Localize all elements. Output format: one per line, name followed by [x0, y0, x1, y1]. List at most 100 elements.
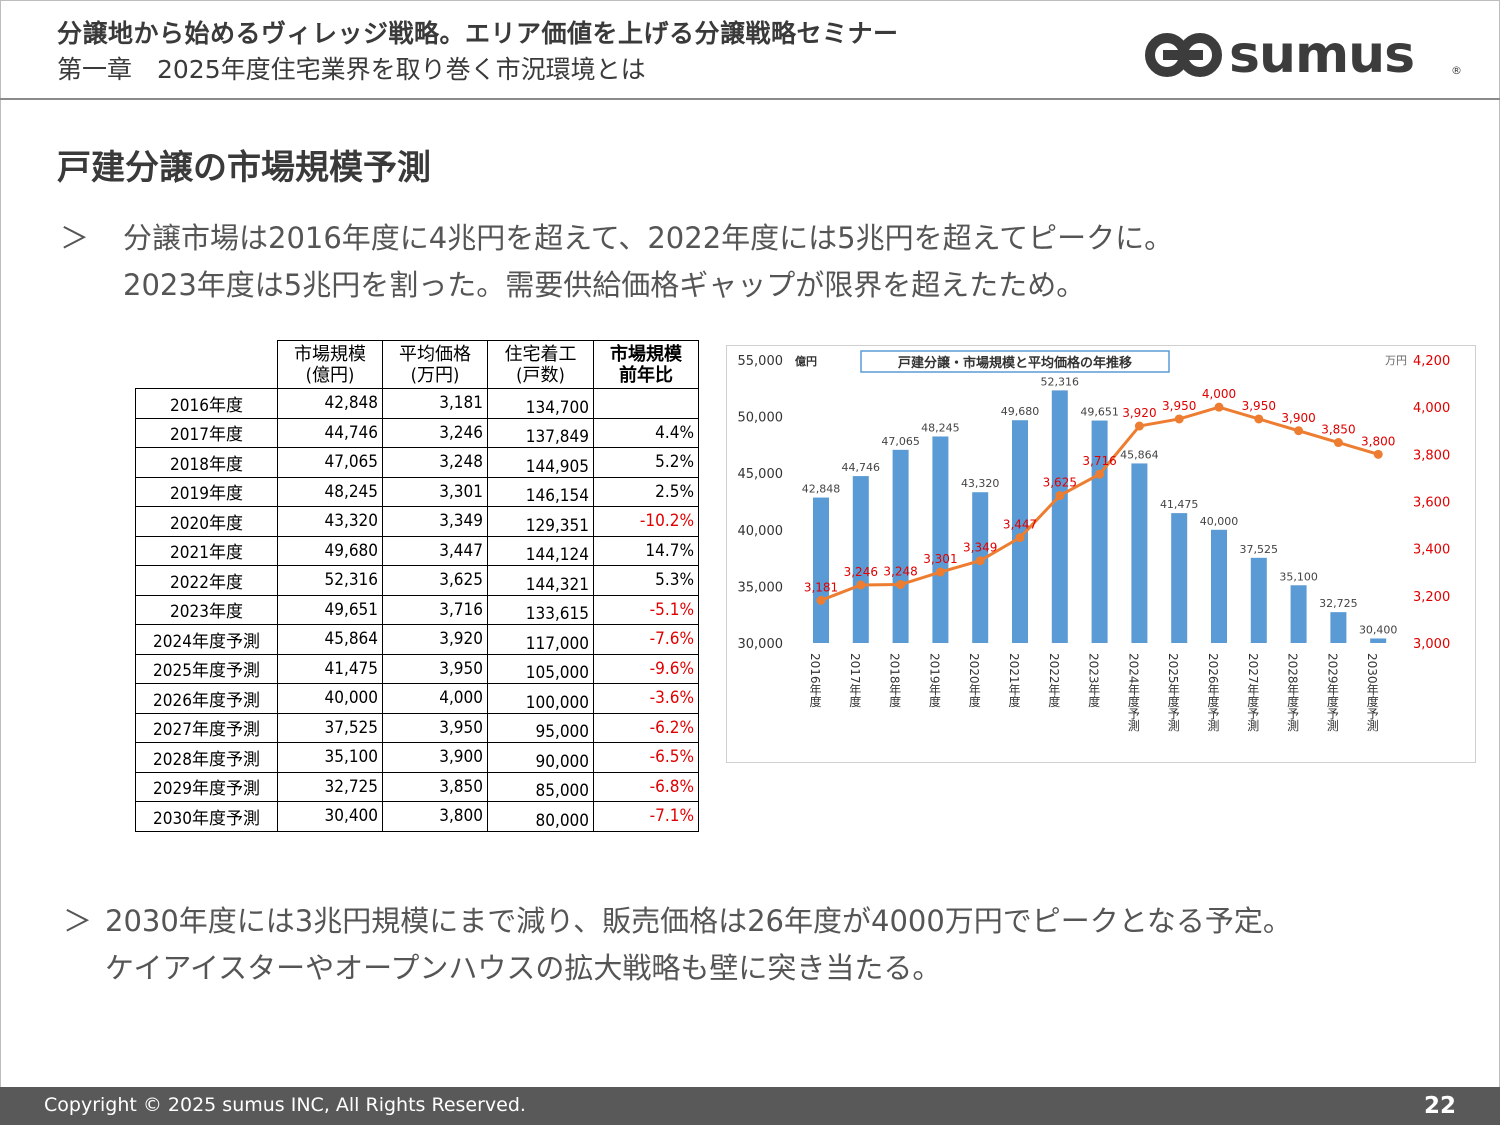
- row-avg-price: 3,246: [382, 417, 488, 448]
- y-right-tick: 4,000: [1413, 401, 1450, 416]
- row-yoy: -6.2%: [593, 712, 699, 743]
- row-avg-price: 3,900: [382, 742, 488, 773]
- row-housing-starts: 105,000: [487, 653, 594, 684]
- x-category-label: 2018年度: [888, 653, 902, 708]
- price-value-label: 3,950: [1242, 399, 1276, 413]
- y-right-tick: 4,200: [1413, 354, 1450, 369]
- x-category-label: 2027年度予測: [1246, 653, 1260, 732]
- y-left-tick: 30,000: [738, 637, 784, 652]
- x-category-label: 2021年度: [1007, 653, 1021, 708]
- row-avg-price: 3,349: [382, 506, 488, 537]
- row-housing-starts: 117,000: [487, 624, 594, 655]
- y-right-tick: 3,200: [1413, 590, 1450, 605]
- market-data-table: 市場規模 (億円) 平均価格 (万円) 住宅着工 (戸数) 市場規模 前年比 2…: [135, 340, 699, 832]
- row-yoy: -3.6%: [593, 683, 699, 714]
- row-housing-starts: 129,351: [487, 506, 594, 537]
- row-avg-price: 3,301: [382, 476, 488, 507]
- row-yoy: 4.4%: [593, 417, 699, 448]
- copyright-text: Copyright © 2025 sumus INC, All Rights R…: [44, 1094, 526, 1116]
- row-housing-starts: 137,849: [487, 417, 594, 448]
- row-avg-price: 3,447: [382, 535, 488, 566]
- y-left-tick: 35,000: [738, 580, 784, 595]
- price-value-label: 3,181: [804, 580, 838, 594]
- row-market-size: 47,065: [277, 447, 383, 478]
- price-point: [975, 556, 985, 566]
- row-avg-price: 4,000: [382, 683, 488, 714]
- bar-value-label: 47,065: [881, 435, 920, 448]
- svg-text:®: ®: [1451, 64, 1462, 77]
- row-year: 2024年度予測: [135, 624, 278, 655]
- col-header-housing-starts: 住宅着工 (戸数): [487, 340, 594, 389]
- row-housing-starts: 144,124: [487, 535, 594, 566]
- row-avg-price: 3,920: [382, 624, 488, 655]
- bar: [1012, 420, 1028, 643]
- bullet-bottom-line-2: ケイアイスターやオープンハウスの拡大戦略も壁に突き当たる。: [105, 951, 942, 985]
- bar-value-label: 42,848: [802, 483, 841, 496]
- bar: [852, 476, 869, 643]
- price-point: [1015, 533, 1025, 543]
- logo-text: sumus: [1229, 25, 1414, 85]
- combo-chart: 30,000 35,000 40,000 45,000 50,000 55,000 3,00…: [726, 345, 1476, 763]
- table-row: 2028年度予測 35,100 3,900 90,000 -6.5%: [135, 742, 699, 773]
- bar-value-label: 48,245: [921, 421, 960, 434]
- price-value-label: 3,850: [1321, 423, 1355, 437]
- bullet-top-line-2: 2023年度は5兆円を割った。需要供給価格ギャップが限界を超えたため。: [123, 268, 1086, 302]
- table-row: 2026年度予測 40,000 4,000 100,000 -3.6%: [135, 683, 699, 714]
- row-market-size: 44,746: [277, 417, 383, 448]
- x-category-label: 2019年度: [927, 653, 941, 708]
- table-row: 2023年度 49,651 3,716 133,615 -5.1%: [135, 594, 699, 625]
- row-yoy: -5.1%: [593, 594, 699, 625]
- row-year: 2030年度予測: [135, 801, 278, 832]
- price-point: [896, 580, 906, 590]
- table-row: 2030年度予測 30,400 3,800 80,000 -7.1%: [135, 801, 699, 832]
- row-avg-price: 3,248: [382, 447, 488, 478]
- x-category-label: 2025年度予測: [1166, 653, 1180, 732]
- table-row: 2019年度 48,245 3,301 146,154 2.5%: [135, 476, 699, 507]
- row-yoy: 5.3%: [593, 565, 699, 596]
- row-yoy: 14.7%: [593, 535, 699, 566]
- x-category-label: 2017年度: [848, 653, 862, 708]
- bar: [972, 492, 989, 643]
- row-year: 2021年度: [135, 535, 278, 566]
- price-point: [1333, 438, 1343, 448]
- y-left-tick: 55,000: [738, 354, 784, 369]
- table-row: 2024年度予測 45,864 3,920 117,000 -7.6%: [135, 624, 699, 655]
- bar-value-label: 37,525: [1240, 543, 1279, 556]
- bar-value-label: 44,746: [842, 461, 881, 474]
- row-avg-price: 3,850: [382, 771, 488, 802]
- bullet-top-line-1: 分譲市場は2016年度に4兆円を超えて、2022年度には5兆円を超えてピークに。: [123, 221, 1174, 255]
- bar-value-label: 49,680: [1001, 405, 1040, 418]
- bar: [1051, 390, 1068, 643]
- y-left-tick: 40,000: [738, 524, 784, 539]
- row-year: 2022年度: [135, 565, 278, 596]
- section-title: 戸建分譲の市場規模予測: [57, 148, 431, 188]
- x-category-label: 2030年度予測: [1365, 653, 1379, 732]
- row-year: 2026年度予測: [135, 683, 278, 714]
- price-point: [816, 595, 826, 605]
- bullet-top: ＞ 分譲市場は2016年度に4兆円を超えて、2022年度には5兆円を超えてピーク…: [60, 215, 1173, 309]
- bar-value-label: 30,400: [1359, 623, 1398, 636]
- row-year: 2018年度: [135, 447, 278, 478]
- footer-bar: Copyright © 2025 sumus INC, All Rights R…: [0, 1087, 1500, 1125]
- header-title: 分譲地から始めるヴィレッジ戦略。エリア価値を上げる分譲戦略セミナー: [57, 19, 899, 48]
- bar: [1290, 585, 1307, 643]
- x-category-label: 2026年度予測: [1206, 653, 1220, 732]
- row-yoy: [593, 388, 699, 419]
- y-right-tick: 3,000: [1413, 637, 1450, 652]
- row-housing-starts: 144,905: [487, 447, 594, 478]
- row-avg-price: 3,800: [382, 801, 488, 832]
- col-header-avg-price: 平均価格 (万円): [382, 340, 488, 389]
- bullet-marker: ＞: [63, 904, 93, 938]
- x-category-label: 2023年度: [1087, 653, 1101, 708]
- row-year: 2029年度予測: [135, 771, 278, 802]
- row-housing-starts: 95,000: [487, 712, 594, 743]
- row-market-size: 42,848: [277, 388, 383, 419]
- bar-value-label: 43,320: [961, 477, 1000, 490]
- chart-title-box: [860, 350, 1170, 373]
- row-housing-starts: 100,000: [487, 683, 594, 714]
- bar-value-label: 32,725: [1319, 597, 1358, 610]
- row-housing-starts: 133,615: [487, 594, 594, 625]
- price-point: [1134, 421, 1144, 431]
- y-left-unit: 億円: [795, 354, 817, 368]
- page-number: 22: [1423, 1093, 1456, 1119]
